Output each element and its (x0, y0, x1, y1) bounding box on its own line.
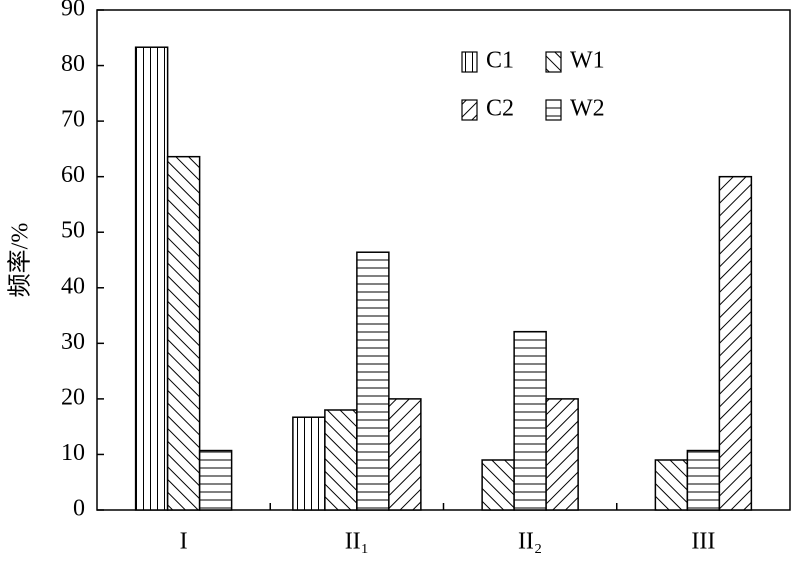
y-tick-label: 30 (61, 329, 85, 355)
y-tick-label: 90 (61, 0, 85, 22)
bar (166, 155, 201, 511)
bar (513, 330, 547, 511)
y-tick-label: 60 (61, 162, 85, 188)
bar (292, 416, 326, 511)
y-tick-label: 10 (61, 440, 85, 466)
y-tick-label: 0 (73, 496, 85, 522)
y-tick-label: 20 (61, 384, 85, 410)
legend-label: C2 (486, 96, 514, 122)
bar (545, 398, 579, 511)
x-tick-label: II₁ (345, 529, 369, 555)
legend-label: C1 (486, 48, 514, 74)
plot-frame (96, 9, 791, 511)
bar (388, 398, 422, 511)
x-tick-label: II₂ (518, 529, 542, 555)
y-tick-label: 50 (61, 218, 85, 244)
legend-swatch (461, 51, 478, 73)
bar (686, 449, 721, 511)
legend-swatch (545, 51, 562, 73)
bar (134, 46, 169, 511)
x-tick-label: III (691, 529, 715, 555)
legend-label: W2 (570, 96, 605, 122)
legend-label: W1 (570, 48, 605, 74)
y-tick-label: 70 (61, 107, 85, 133)
bar (356, 251, 390, 511)
y-axis-label: 频率/% (7, 223, 34, 298)
legend-swatch (461, 99, 478, 121)
bar (481, 459, 515, 511)
legend-swatch (545, 99, 562, 121)
bar (718, 175, 753, 511)
x-tick-label: I (180, 529, 188, 555)
bar (654, 459, 689, 511)
y-tick-label: 80 (61, 51, 85, 77)
bar (198, 449, 233, 511)
y-tick-label: 40 (61, 273, 85, 299)
bar (324, 409, 358, 511)
